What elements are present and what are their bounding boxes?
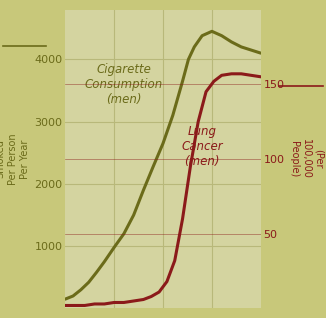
Y-axis label: Lung
Cancer
Deaths
(Per
100,000
People): Lung Cancer Deaths (Per 100,000 People) xyxy=(289,139,326,179)
Text: Lung
Cancer
(men): Lung Cancer (men) xyxy=(181,125,223,168)
Text: Cigarette
Consumption
(men): Cigarette Consumption (men) xyxy=(85,63,163,106)
Y-axis label: Cigarettes
Smoked
Per Person
Per Year: Cigarettes Smoked Per Person Per Year xyxy=(0,133,30,185)
